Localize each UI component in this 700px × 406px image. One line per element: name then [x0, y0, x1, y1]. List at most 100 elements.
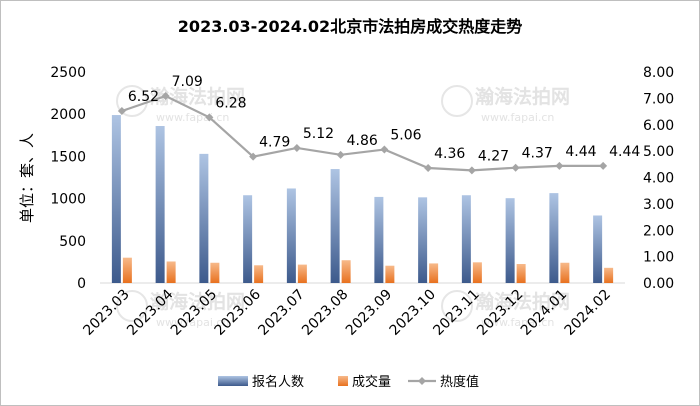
heat-point [336, 150, 345, 159]
bar-registrants [418, 197, 428, 283]
right-tick-label: 8.00 [643, 65, 674, 81]
watermark-url: www.fapai.cn [156, 316, 229, 329]
heat-point [467, 166, 476, 175]
heat-point [599, 161, 608, 170]
bar-deals [297, 264, 307, 283]
watermark-url: www.fapai.cn [481, 316, 554, 329]
left-tick-label: 500 [59, 234, 86, 250]
heat-point [249, 152, 258, 161]
bar-deals [166, 261, 176, 283]
bar-deals [122, 257, 132, 283]
heat-point [555, 161, 564, 170]
heat-data-label: 6.28 [215, 95, 246, 111]
right-tick-label: 7.00 [643, 91, 674, 107]
legend-swatch-deals [338, 376, 348, 386]
legend-label-heat: 热度值 [440, 374, 479, 390]
bar-deals [341, 260, 351, 283]
bars-group [111, 115, 614, 284]
heat-line [121, 94, 604, 172]
bar-deals [560, 262, 570, 283]
legend-label-registrants: 报名人数 [252, 374, 304, 390]
heat-data-label: 4.44 [609, 144, 640, 160]
heat-data-label: 5.06 [390, 128, 421, 144]
right-tick-label: 6.00 [643, 118, 674, 134]
bar-registrants [111, 115, 121, 283]
bar-deals [516, 264, 526, 283]
watermark-text: 瀚海法拍网 [474, 85, 570, 108]
heat-point [161, 92, 170, 101]
bar-deals [429, 263, 439, 283]
right-tick-label: 2.00 [643, 223, 674, 239]
left-tick-label: 1500 [50, 149, 86, 165]
chart-title: 2023.03-2024.02北京市法拍房成交热度走势 [178, 17, 522, 36]
legend-swatch-registrants [218, 376, 248, 386]
heat-point [117, 107, 126, 116]
bar-deals [472, 262, 482, 283]
left-axis-ticks: 0 500 1000 1500 2000 2500 [50, 65, 86, 292]
watermark-logo-icon [116, 290, 148, 322]
bar-registrants [505, 198, 515, 283]
x-tick-label: 2023.10 [387, 287, 439, 339]
left-tick-label: 0 [77, 276, 86, 292]
heat-data-label: 4.44 [565, 144, 596, 160]
heat-data-label: 4.27 [478, 148, 509, 164]
heat-data-label: 4.36 [434, 146, 465, 162]
bar-deals [385, 265, 395, 283]
legend-label-deals: 成交量 [352, 374, 391, 390]
heat-data-label: 4.79 [259, 135, 290, 151]
heat-data-label: 7.09 [172, 74, 203, 90]
right-tick-label: 1.00 [643, 250, 674, 266]
x-tick-label: 2023.09 [343, 287, 395, 339]
x-tick-label: 2023.03 [80, 287, 132, 339]
right-axis-ticks: 0.00 1.00 2.00 3.00 4.00 5.00 6.00 7.00 8.00 [643, 65, 674, 292]
watermark: 瀚海法拍网 www.fapai.cn [116, 290, 245, 329]
watermark-logo-icon [116, 85, 148, 117]
bar-registrants [330, 169, 340, 283]
bar-registrants [593, 215, 603, 283]
heat-point [292, 143, 301, 152]
right-tick-label: 0.00 [643, 276, 674, 292]
heat-data-label: 4.86 [347, 133, 378, 149]
watermark-logo-icon [441, 290, 473, 322]
heat-point [205, 113, 214, 122]
y-axis-label: 单位：套、人 [18, 133, 36, 223]
watermark-logo-icon [441, 85, 473, 117]
x-tick-label: 2023.08 [299, 287, 351, 339]
bar-registrants [374, 196, 384, 283]
watermark: 瀚海法拍网 www.fapai.cn [441, 290, 570, 329]
watermark-url: www.fapai.cn [481, 111, 554, 124]
bar-registrants [549, 193, 559, 283]
heat-point [424, 164, 433, 173]
heat-data-label: 6.52 [128, 89, 159, 105]
right-tick-label: 5.00 [643, 144, 674, 160]
bar-deals [254, 265, 264, 283]
right-tick-label: 4.00 [643, 171, 674, 187]
watermark-text: 瀚海法拍网 [474, 290, 570, 313]
left-tick-label: 1000 [50, 192, 86, 208]
watermark: 瀚海法拍网 www.fapai.cn [441, 85, 570, 124]
legend-swatch-heat-marker [418, 377, 426, 385]
watermark-text: 瀚海法拍网 [149, 85, 245, 108]
bar-deals [604, 267, 614, 283]
heat-point [380, 145, 389, 154]
left-tick-label: 2000 [50, 107, 86, 123]
bar-registrants [155, 126, 165, 284]
x-tick-label: 2023.07 [255, 287, 307, 339]
heat-point [511, 163, 520, 172]
bar-registrants [461, 195, 471, 283]
heat-data-label: 4.37 [522, 146, 553, 162]
legend: 报名人数 成交量 热度值 [218, 374, 479, 390]
watermark-layer: 瀚海法拍网 www.fapai.cn 瀚海法拍网 www.fapai.cn 瀚海法拍网 w… [116, 85, 570, 329]
left-tick-label: 2500 [50, 65, 86, 81]
bar-deals [210, 262, 220, 283]
line-series-group: 6.52 7.09 6.28 4.79 5.12 4.86 5.06 4.36 4.27 4.37… [117, 74, 640, 175]
bar-registrants [243, 195, 253, 283]
watermark-url: www.fapai.cn [156, 111, 229, 124]
right-tick-label: 3.00 [643, 197, 674, 213]
watermark-text: 瀚海法拍网 [149, 290, 245, 313]
watermark: 瀚海法拍网 www.fapai.cn [116, 85, 245, 124]
bar-registrants [199, 153, 209, 283]
bar-registrants [286, 188, 296, 283]
heat-data-label: 5.12 [303, 126, 334, 142]
